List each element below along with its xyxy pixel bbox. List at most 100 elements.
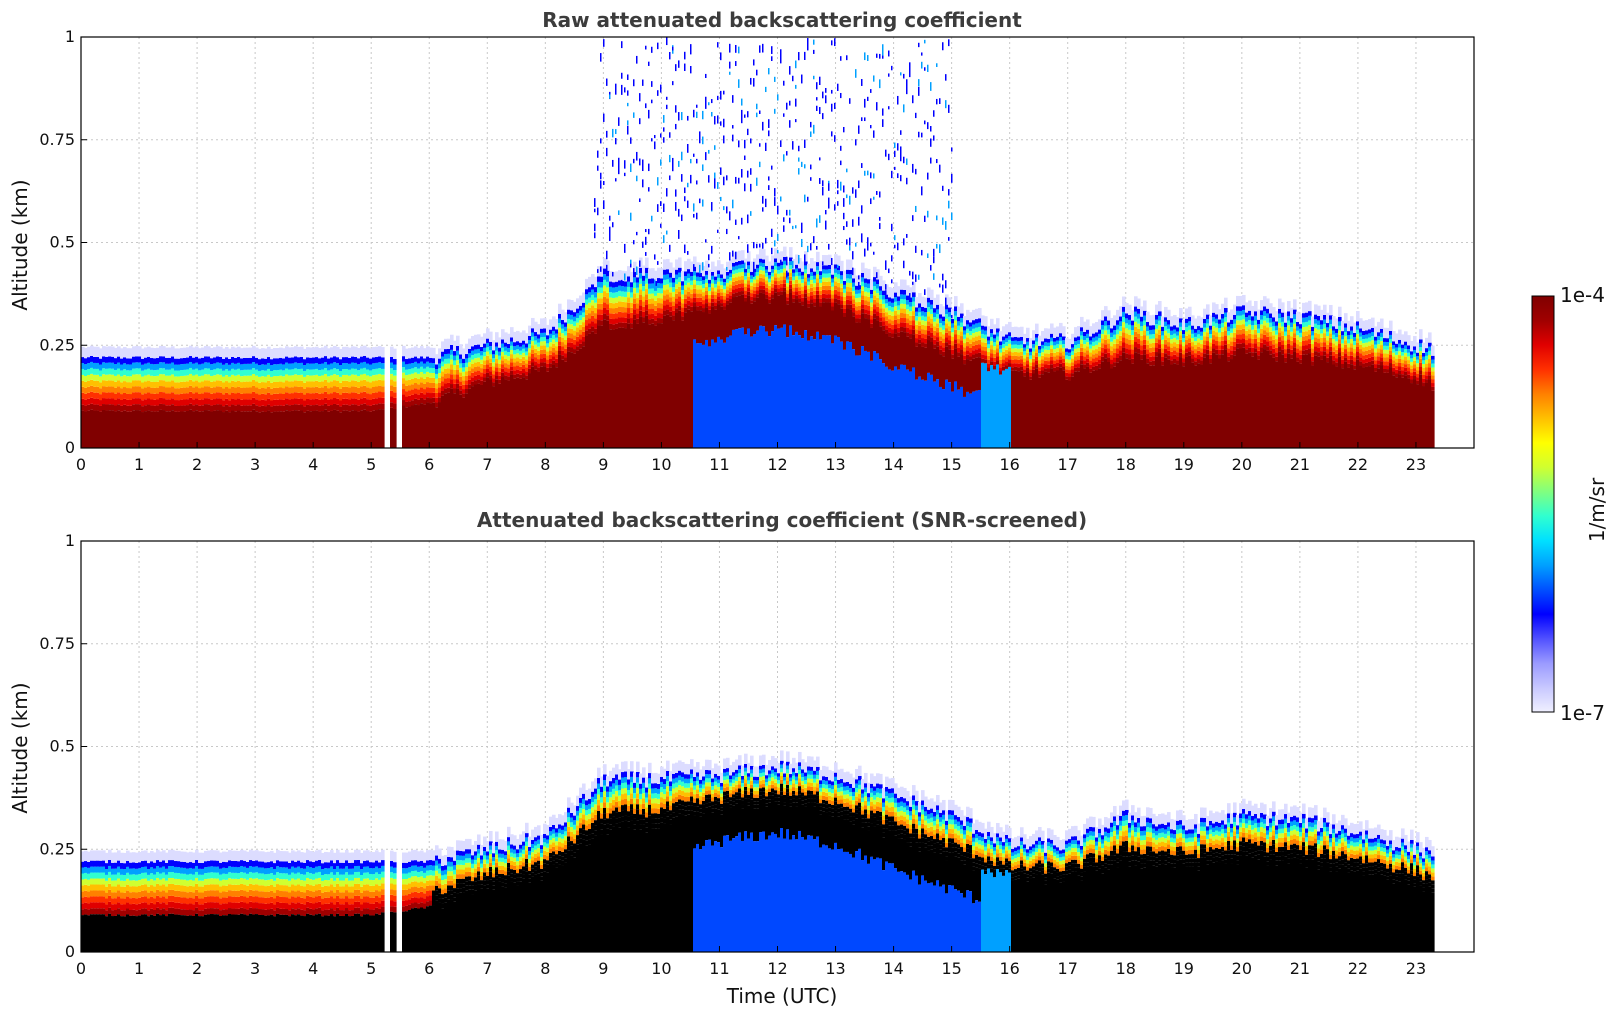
heatmap-column	[990, 318, 994, 448]
heatmap-column	[81, 346, 85, 448]
x-tick-label: 16	[999, 455, 1019, 474]
heatmap-column	[618, 769, 622, 952]
heatmap-column	[903, 73, 907, 448]
heatmap-column	[465, 343, 469, 448]
heatmap-column	[918, 42, 922, 448]
heatmap-column	[138, 346, 142, 448]
heatmap-column	[1062, 326, 1066, 448]
heatmap-column	[1116, 814, 1120, 952]
heatmap-column	[756, 69, 760, 448]
heatmap-column	[1053, 327, 1057, 448]
heatmap-column	[288, 347, 292, 448]
heatmap-column	[1386, 327, 1390, 448]
heatmap-column	[219, 346, 223, 448]
heatmap-column	[1227, 803, 1231, 952]
heatmap-column	[1083, 823, 1087, 952]
heatmap-column	[1389, 830, 1393, 952]
heatmap-column	[105, 852, 109, 952]
heatmap-column	[1329, 304, 1333, 448]
heatmap-column	[918, 801, 922, 952]
heatmap-column	[1125, 799, 1129, 952]
heatmap-column	[264, 348, 268, 448]
heatmap-column	[741, 98, 745, 448]
heatmap-column	[1395, 333, 1399, 448]
heatmap-column	[1368, 319, 1372, 448]
heatmap-column	[1044, 842, 1048, 952]
heatmap-column	[1002, 326, 1006, 448]
heatmap-column	[801, 759, 805, 952]
heatmap-column	[666, 37, 670, 448]
heatmap-column	[762, 754, 766, 952]
heatmap-column	[135, 852, 139, 952]
x-tick-label: 8	[540, 455, 550, 474]
heatmap-column	[1332, 315, 1336, 448]
heatmap-column	[762, 43, 766, 448]
heatmap-column	[1302, 302, 1306, 448]
heatmap-column	[1371, 828, 1375, 952]
heatmap-column	[1422, 342, 1426, 448]
x-tick-label: 11	[709, 455, 729, 474]
heatmap-column	[93, 850, 97, 952]
heatmap-column	[534, 321, 538, 448]
heatmap-column	[1140, 816, 1144, 952]
heatmap-column	[708, 102, 712, 448]
heatmap-column	[1341, 814, 1345, 952]
heatmap-column	[324, 345, 328, 448]
heatmap-column	[1257, 808, 1261, 952]
heatmap-column	[675, 64, 679, 448]
heatmap-column	[579, 295, 583, 448]
heatmap-column	[513, 835, 517, 952]
heatmap-column	[201, 347, 205, 448]
heatmap-column	[327, 348, 331, 448]
heatmap-column	[111, 346, 115, 448]
heatmap-column	[351, 852, 355, 952]
heatmap-column	[315, 850, 319, 952]
heatmap-column	[456, 335, 460, 448]
heatmap-column	[1335, 823, 1339, 952]
heatmap-column	[1041, 830, 1045, 952]
heatmap-column	[450, 846, 454, 952]
heatmap-column	[1215, 811, 1219, 952]
heatmap-column	[537, 324, 541, 448]
heatmap-column	[393, 851, 397, 952]
heatmap-column	[321, 347, 325, 448]
heatmap-column	[792, 75, 796, 448]
heatmap-column	[1179, 809, 1183, 952]
heatmap-column	[993, 324, 997, 448]
heatmap-column	[1188, 306, 1192, 448]
heatmap-column	[147, 346, 151, 448]
heatmap-column	[294, 346, 298, 448]
heatmap-column	[441, 341, 445, 448]
heatmap-column	[1092, 323, 1096, 448]
heatmap-column	[585, 790, 589, 952]
heatmap-column	[987, 326, 991, 448]
heatmap-column	[552, 814, 556, 952]
heatmap-column	[345, 850, 349, 952]
heatmap-column	[480, 845, 484, 952]
heatmap-column	[93, 346, 97, 448]
heatmap-column	[129, 348, 133, 448]
heatmap-column	[840, 56, 844, 448]
heatmap-column	[729, 765, 733, 952]
heatmap-column	[1413, 844, 1417, 952]
heatmap-column	[1278, 298, 1282, 448]
heatmap-column	[954, 296, 958, 448]
heatmap-column	[192, 347, 196, 448]
heatmap-column	[681, 762, 685, 952]
heatmap-column	[285, 851, 289, 952]
heatmap-column	[1365, 820, 1369, 952]
heatmap-column	[1116, 309, 1120, 448]
heatmap-column	[648, 762, 652, 952]
heatmap-column	[252, 850, 256, 952]
heatmap-column	[507, 826, 511, 952]
heatmap-column	[789, 66, 793, 448]
heatmap-column	[1011, 838, 1015, 952]
heatmap-column	[183, 851, 187, 952]
heatmap-column	[810, 756, 814, 952]
heatmap-column	[225, 851, 229, 952]
heatmap-column	[1167, 309, 1171, 448]
x-tick-label: 10	[651, 959, 671, 978]
heatmap-column	[339, 852, 343, 952]
heatmap-column	[516, 330, 520, 448]
heatmap-column	[717, 765, 721, 952]
